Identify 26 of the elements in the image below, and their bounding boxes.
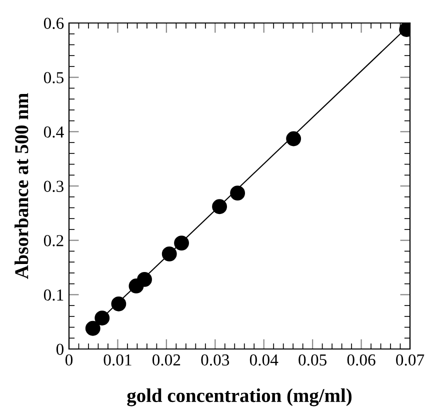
y-tick-label: 0.3 [44, 180, 64, 192]
x-tick-label: 0.07 [396, 354, 424, 366]
x-tick-label: 0.03 [201, 354, 230, 366]
x-axis-title: gold concentration (mg/ml) [127, 388, 352, 406]
point [286, 131, 302, 146]
x-tick-label: 0.04 [250, 354, 278, 366]
point [137, 272, 152, 287]
y-tick-label: 0.1 [44, 289, 64, 301]
point [212, 199, 227, 214]
point [162, 246, 177, 262]
point [94, 310, 110, 326]
point [174, 236, 189, 251]
y-tick-label: 0.5 [44, 72, 64, 84]
y-tick-label: 0.2 [44, 235, 64, 246]
x-tick-label: 0.06 [347, 354, 376, 366]
y-axis-title: Absorbance at 500 nm [14, 93, 28, 279]
point [85, 320, 100, 336]
x-tick-label: 0.01 [104, 354, 132, 366]
x-tick-label: 0.02 [152, 354, 180, 366]
y-tick-label: 0.4 [44, 126, 64, 138]
x-tick-label: 0 [65, 354, 73, 366]
point [230, 186, 246, 201]
y-tick-label: 0 [56, 344, 64, 355]
y-tick-label: 0.6 [44, 18, 64, 30]
point [111, 296, 126, 312]
x-tick-label: 0.05 [298, 354, 327, 366]
